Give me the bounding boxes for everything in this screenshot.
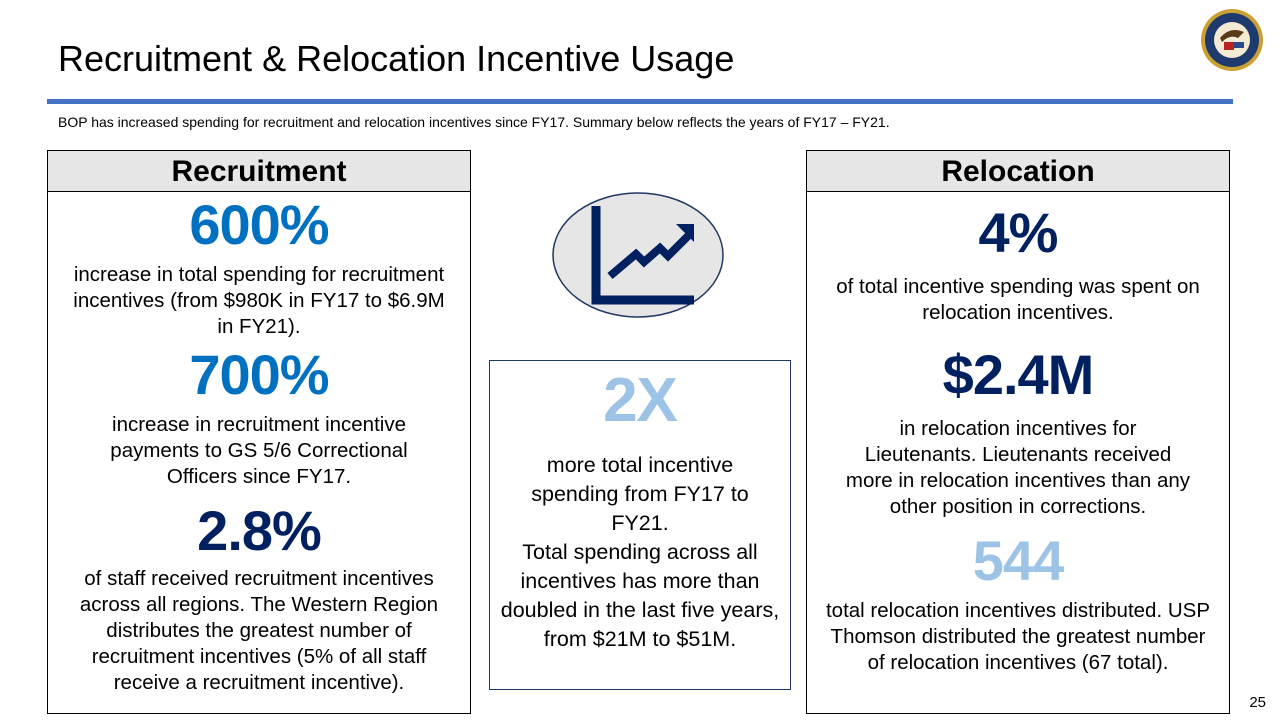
stat-value: 700% <box>189 343 329 406</box>
total-spending-box: 2X more total incentive spending from FY… <box>489 360 791 690</box>
stat-text: in relocation incentives for Lieutenants… <box>845 417 1191 518</box>
doj-bop-seal-logo <box>1201 9 1263 71</box>
stat-text: increase in recruitment incentive paymen… <box>110 413 408 488</box>
stat-value: $2.4M <box>942 343 1095 406</box>
slide-title: Recruitment & Relocation Incentive Usage <box>58 38 735 79</box>
relocation-heading: Relocation <box>807 151 1229 192</box>
slide-subtitle: BOP has increased spending for recruitme… <box>58 114 890 130</box>
stat-value: 2X <box>603 366 678 435</box>
stat-value: 2.8% <box>197 499 322 562</box>
stat-text: increase in total spending for recruitme… <box>73 263 445 338</box>
stat-text: of total incentive spending was spent on… <box>836 275 1200 324</box>
relocation-panel: Relocation 4% of total incentive spendin… <box>806 150 1230 714</box>
stat-text: of staff received recruitment incentives… <box>79 567 439 694</box>
stat-text: total relocation incentives distributed.… <box>825 599 1210 674</box>
title-divider <box>47 99 1233 104</box>
recruitment-heading: Recruitment <box>48 151 470 192</box>
stat-value: 600% <box>189 193 329 256</box>
line-chart-up-icon <box>552 192 724 318</box>
page-number: 25 <box>1249 694 1266 711</box>
recruitment-panel: Recruitment 600% increase in total spend… <box>47 150 471 714</box>
stat-value: 544 <box>972 529 1064 592</box>
stat-text: Total spending across all incentives has… <box>500 540 780 651</box>
stat-text: more total incentive spending from FY17 … <box>531 453 749 535</box>
stat-value: 4% <box>978 201 1059 264</box>
